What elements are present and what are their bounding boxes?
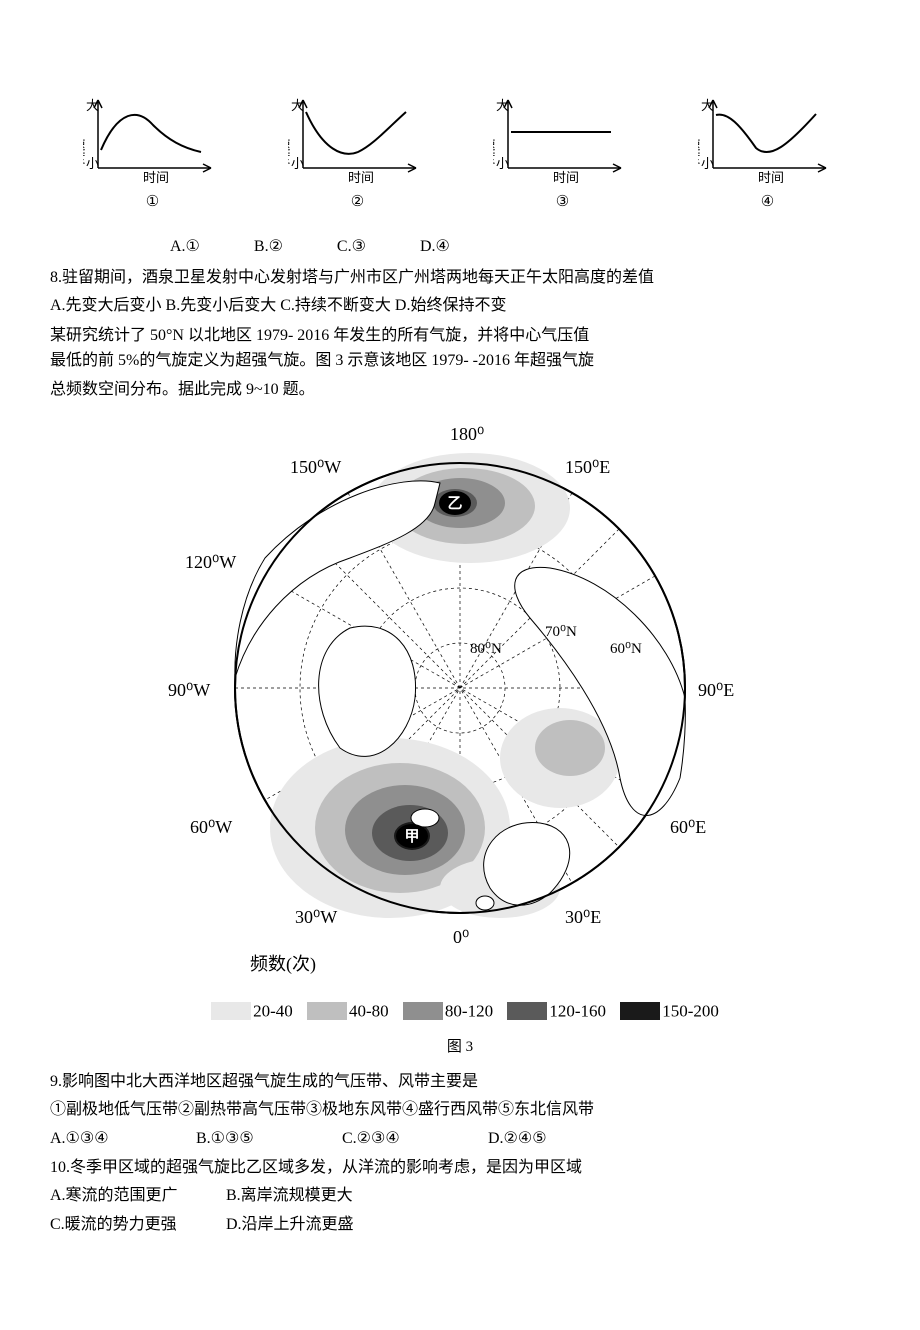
- chart-2-label: ②: [288, 190, 428, 214]
- lon-150w: 150⁰W: [290, 457, 341, 477]
- q10-options-2: C.暖流的势力更强 D.沿岸上升流更盛: [50, 1212, 870, 1238]
- legend-label-5: 150-200: [662, 1002, 719, 1021]
- map-caption: 图 3: [50, 1035, 870, 1059]
- q8-options: A.先变大后变小 B.先变小后变大 C.持续不断变大 D.始终保持不变: [50, 293, 870, 319]
- chart-3: 大 小 速度 时间 ③: [493, 90, 633, 214]
- chart-2: 大 小 速度 时间 ②: [288, 90, 428, 214]
- legend-swatch-5: [620, 1002, 660, 1020]
- svg-text:大: 大: [496, 98, 509, 113]
- legend-swatch-1: [211, 1002, 251, 1020]
- q9-opt-c: C.②③④: [342, 1126, 472, 1152]
- q10-opt-a: A.寒流的范围更广: [50, 1183, 210, 1209]
- lon-120w: 120⁰W: [185, 552, 236, 572]
- q10-opt-b: B.离岸流规模更大: [226, 1183, 386, 1209]
- chart-4-svg: 大 小 速度 时间: [698, 90, 838, 185]
- q9-options: A.①③④ B.①③⑤ C.②③④ D.②④⑤: [50, 1126, 870, 1152]
- q10-stem: 10.冬季甲区域的超强气旋比乙区域多发，从洋流的影响考虑，是因为甲区域: [50, 1155, 870, 1181]
- q7-opt-d: D.④: [420, 238, 450, 255]
- svg-text:时间: 时间: [758, 170, 784, 185]
- q10-options-1: A.寒流的范围更广 B.离岸流规模更大: [50, 1183, 870, 1209]
- chart-1: 大 小 速度 时间 ①: [83, 90, 223, 214]
- svg-text:速度: 速度: [288, 138, 291, 164]
- svg-text:时间: 时间: [553, 170, 579, 185]
- y-top: 大: [86, 98, 99, 113]
- q9-opt-a: A.①③④: [50, 1126, 180, 1152]
- chart-4-label: ④: [698, 190, 838, 214]
- svg-text:小: 小: [291, 156, 304, 171]
- legend-label-2: 40-80: [349, 1002, 389, 1021]
- svg-text:小: 小: [701, 156, 714, 171]
- marker-yi: 乙: [447, 496, 462, 512]
- q8-stem: 8.驻留期间，酒泉卫星发射中心发射塔与广州市区广州塔两地每天正午太阳高度的差值: [50, 265, 870, 291]
- lat-80: 80⁰N: [470, 641, 502, 657]
- svg-text:速度: 速度: [493, 138, 496, 164]
- polar-map-svg: 甲 乙 60⁰N 70⁰N 80⁰N 180⁰ 150⁰W 120⁰W 90⁰W…: [150, 418, 770, 978]
- lon-0: 0⁰: [453, 927, 469, 947]
- lon-90w: 90⁰W: [168, 680, 210, 700]
- marker-jia: 甲: [404, 828, 419, 845]
- lat-70: 70⁰N: [545, 624, 577, 640]
- y-bot: 小: [86, 156, 99, 171]
- svg-text:时间: 时间: [348, 170, 374, 185]
- lon-60e: 60⁰E: [670, 817, 706, 837]
- context-line2: 最低的前 5%的气旋定义为超强气旋。图 3 示意该地区 1979- -2016 …: [50, 348, 870, 374]
- freq-label: 频数(次): [250, 954, 316, 975]
- q9-opt-d: D.②④⑤: [488, 1126, 618, 1152]
- small-charts-row: 大 小 速度 时间 ① 大 小 速度 时间 ②: [50, 90, 870, 214]
- chart-3-svg: 大 小 速度 时间: [493, 90, 633, 185]
- x-label: 时间: [143, 170, 169, 185]
- svg-text:大: 大: [701, 98, 714, 113]
- lon-30e: 30⁰E: [565, 907, 601, 927]
- polar-map-figure: 甲 乙 60⁰N 70⁰N 80⁰N 180⁰ 150⁰W 120⁰W 90⁰W…: [50, 418, 870, 1059]
- q7-opt-c: C.③: [337, 238, 366, 255]
- chart-1-label: ①: [83, 190, 223, 214]
- q10-opt-d: D.沿岸上升流更盛: [226, 1212, 386, 1238]
- lon-180: 180⁰: [450, 424, 484, 444]
- lon-150e: 150⁰E: [565, 457, 610, 477]
- lon-60w: 60⁰W: [190, 817, 232, 837]
- svg-text:小: 小: [496, 156, 509, 171]
- legend-swatch-2: [307, 1002, 347, 1020]
- q7-opt-a: A.①: [170, 238, 200, 255]
- q7-options: A.① B.② C.③ D.④: [50, 234, 870, 260]
- legend-swatch-3: [403, 1002, 443, 1020]
- legend-label-3: 80-120: [445, 1002, 493, 1021]
- legend-label-4: 120-160: [549, 1002, 606, 1021]
- lat-60: 60⁰N: [610, 641, 642, 657]
- map-legend: 20-40 40-80 80-120 120-160 150-200: [50, 996, 870, 1025]
- q7-opt-b: B.②: [254, 238, 283, 255]
- lon-90e: 90⁰E: [698, 680, 734, 700]
- context-line3: 总频数空间分布。据此完成 9~10 题。: [50, 377, 870, 403]
- svg-text:大: 大: [291, 98, 304, 113]
- q9-stem2: ①副极地低气压带②副热带高气压带③极地东风带④盛行西风带⑤东北信风带: [50, 1097, 870, 1123]
- chart-3-label: ③: [493, 190, 633, 214]
- svg-text:速度: 速度: [698, 138, 701, 164]
- chart-4: 大 小 速度 时间 ④: [698, 90, 838, 214]
- lon-30w: 30⁰W: [295, 907, 337, 927]
- q9-opt-b: B.①③⑤: [196, 1126, 326, 1152]
- legend-swatch-4: [507, 1002, 547, 1020]
- legend-label-1: 20-40: [253, 1002, 293, 1021]
- context-line1: 某研究统计了 50°N 以北地区 1979- 2016 年发生的所有气旋，并将中…: [50, 323, 870, 349]
- chart-2-svg: 大 小 速度 时间: [288, 90, 428, 185]
- chart-1-svg: 大 小 速度 时间: [83, 90, 223, 185]
- q10-opt-c: C.暖流的势力更强: [50, 1212, 210, 1238]
- y-label: 速度: [83, 138, 86, 164]
- q9-stem: 9.影响图中北大西洋地区超强气旋生成的气压带、风带主要是: [50, 1069, 870, 1095]
